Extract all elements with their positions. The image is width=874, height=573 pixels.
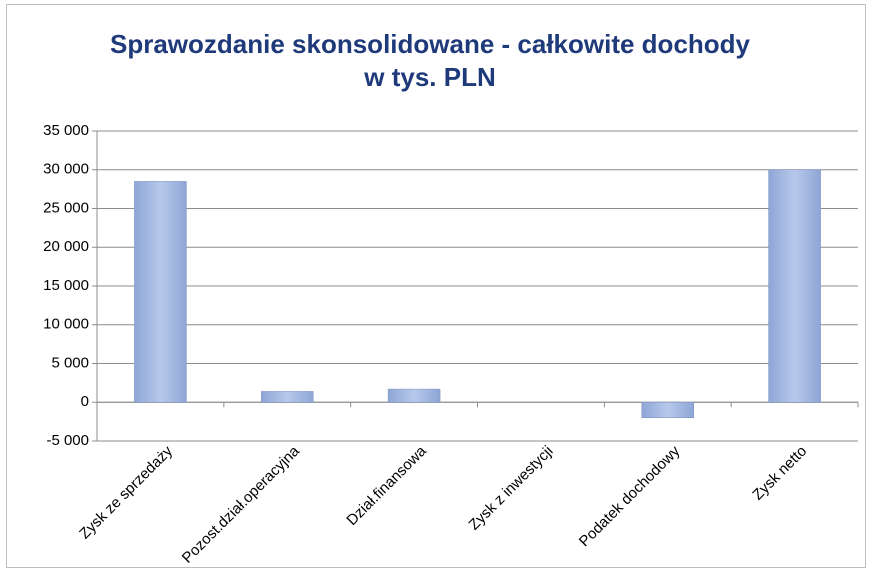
y-tick-label: 20 000 <box>43 238 89 255</box>
bar <box>134 181 187 403</box>
y-tick-label: 35 000 <box>43 122 89 139</box>
chart-frame <box>6 4 866 568</box>
x-tick-label: Podatek dochodowy <box>576 442 684 550</box>
x-tick-label: Zysk ze sprzedaży <box>76 442 176 542</box>
y-tick-label: 10 000 <box>43 316 89 333</box>
y-tick-label: 5 000 <box>51 354 89 371</box>
chart-title: Sprawozdanie skonsolidowane - całkowite … <box>110 29 751 92</box>
y-tick-label: 25 000 <box>43 199 89 216</box>
bar <box>261 391 314 403</box>
x-tick-label: Zysk z inwestycji <box>466 443 557 534</box>
y-tick-label: -5 000 <box>46 432 89 449</box>
y-tick-label: 0 <box>81 393 89 410</box>
y-tick-label: 30 000 <box>43 161 89 178</box>
x-tick-label: Zysk netto <box>749 443 810 504</box>
bar <box>387 388 441 403</box>
y-tick-label: 15 000 <box>43 277 89 294</box>
x-tick-label: Dział.finansowa <box>343 442 430 529</box>
x-tick-label: Pozost.dział.operacyjna <box>179 442 304 567</box>
bar <box>641 402 694 418</box>
bar <box>768 169 821 403</box>
